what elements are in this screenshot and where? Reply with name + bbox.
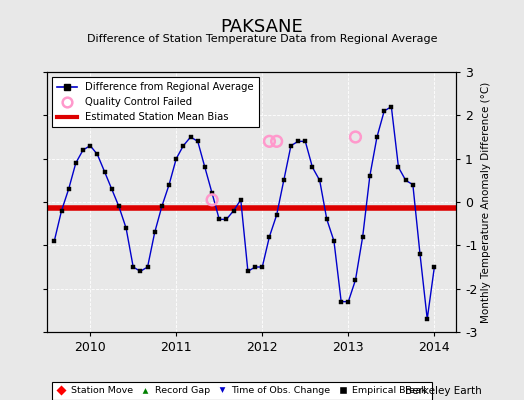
Quality Control Failed	[265, 138, 274, 144]
Difference from Regional Average	[431, 265, 438, 270]
Difference from Regional Average	[51, 238, 58, 243]
Quality Control Failed	[351, 134, 359, 140]
Text: PAKSANE: PAKSANE	[221, 18, 303, 36]
Difference from Regional Average	[194, 139, 201, 144]
Difference from Regional Average	[259, 265, 266, 270]
Difference from Regional Average	[281, 178, 287, 183]
Y-axis label: Monthly Temperature Anomaly Difference (°C): Monthly Temperature Anomaly Difference (…	[482, 81, 492, 323]
Difference from Regional Average	[388, 104, 395, 109]
Difference from Regional Average	[274, 213, 280, 218]
Difference from Regional Average	[309, 165, 315, 170]
Text: Difference of Station Temperature Data from Regional Average: Difference of Station Temperature Data f…	[87, 34, 437, 44]
Difference from Regional Average	[424, 317, 430, 322]
Quality Control Failed	[208, 197, 216, 203]
Legend: Station Move, Record Gap, Time of Obs. Change, Empirical Break: Station Move, Record Gap, Time of Obs. C…	[52, 382, 432, 400]
Quality Control Failed	[272, 138, 281, 144]
Difference from Regional Average	[116, 204, 122, 209]
Line: Difference from Regional Average: Difference from Regional Average	[52, 104, 436, 321]
Text: Berkeley Earth: Berkeley Earth	[406, 386, 482, 396]
